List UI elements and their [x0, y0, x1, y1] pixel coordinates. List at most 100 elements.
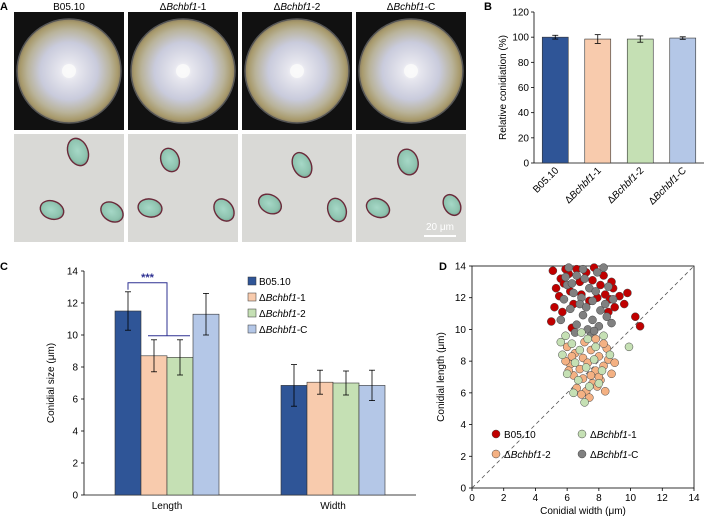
category-label: ΔBchbf1-2	[606, 165, 647, 206]
y-tick-label: 4	[460, 420, 466, 431]
y-tick-label: 100	[512, 33, 529, 44]
data-point	[588, 276, 597, 285]
y-tick-label: 80	[518, 58, 530, 69]
data-point	[591, 287, 600, 296]
data-point	[600, 387, 610, 396]
colony-center	[404, 64, 418, 78]
y-tick-label: 8	[460, 357, 466, 368]
conidium	[66, 137, 90, 167]
data-point	[569, 288, 578, 298]
y-tick-label: 10	[455, 325, 467, 336]
bar	[140, 355, 168, 496]
data-point	[599, 263, 608, 272]
data-point	[547, 317, 556, 326]
group-label: Length	[152, 501, 183, 512]
data-point	[558, 307, 567, 317]
data-point	[548, 266, 558, 276]
data-point	[608, 295, 618, 304]
x-tick-label: 0	[469, 493, 475, 504]
data-point	[585, 382, 594, 391]
legend-entry: ΔBchbf1-1	[590, 430, 637, 441]
strain-label: ΔBchbf1-2	[274, 2, 321, 13]
panel-label-c: C	[0, 261, 8, 273]
y-tick-label: 6	[72, 395, 78, 406]
data-point	[578, 264, 588, 274]
category-label: ΔBchbf1-1	[563, 165, 604, 206]
legend-marker	[577, 449, 587, 459]
data-point	[561, 331, 570, 341]
data-point	[577, 390, 586, 399]
data-point	[605, 350, 615, 360]
data-point	[567, 279, 577, 288]
data-point	[599, 339, 608, 348]
x-tick-label: 8	[596, 493, 602, 504]
data-point	[572, 271, 581, 280]
y-tick-label: 2	[460, 452, 466, 463]
conidium	[257, 193, 283, 215]
data-point	[573, 375, 583, 385]
data-point	[597, 366, 607, 375]
data-point	[581, 302, 591, 312]
x-tick-label: 12	[657, 493, 669, 504]
legend-entry: B05.10	[259, 277, 291, 288]
data-point	[607, 318, 616, 328]
x-tick-label: 14	[688, 493, 700, 504]
data-point	[578, 310, 588, 320]
y-tick-label: 10	[67, 331, 79, 342]
data-point	[604, 282, 613, 291]
category-label: ΔBchbf1-C	[647, 165, 689, 207]
panel-d-chart: 0 2 4 6 8 10 12 14 0 2 4 6 8 10 12 14 Conidial width (μm…	[436, 262, 700, 518]
legend-marker	[491, 429, 501, 439]
y-axis-label: Relative conidiation (%)	[498, 35, 509, 140]
data-point	[596, 306, 605, 315]
data-point	[624, 342, 634, 352]
legend-swatch	[247, 308, 257, 318]
x-axis-label: Conidial width (μm)	[540, 506, 626, 517]
data-point	[593, 268, 602, 277]
bar	[541, 36, 569, 164]
data-point	[551, 283, 561, 293]
bar	[166, 357, 194, 496]
y-tick-label: 0	[523, 159, 529, 170]
legend-entry: ΔBchbf1-2	[259, 309, 306, 320]
data-point	[588, 296, 597, 306]
bar	[669, 37, 697, 164]
conidium	[213, 198, 235, 222]
legend-entry: ΔBchbf1-C	[259, 325, 307, 336]
legend-entry: ΔBchbf1-C	[590, 450, 638, 461]
significance-bracket	[127, 282, 168, 336]
conidium	[442, 193, 462, 217]
panel-c-chart: 0 2 4 6 8 10 12 14 Conidial size (μm) Length Width…	[46, 267, 416, 512]
y-axis-label: Conidial size (μm)	[46, 343, 57, 423]
panel-label-a: A	[0, 1, 8, 13]
conidium	[291, 151, 313, 179]
data-point	[607, 369, 616, 379]
data-point	[577, 328, 586, 337]
micrograph	[242, 134, 352, 242]
conidium	[159, 147, 181, 173]
y-tick-label: 40	[518, 108, 530, 119]
strain-label: ΔBchbf1-1	[160, 2, 207, 13]
y-tick-label: 60	[518, 83, 530, 94]
bar	[114, 310, 142, 496]
data-point	[567, 339, 577, 348]
data-point	[635, 322, 645, 331]
data-point	[610, 358, 619, 367]
strain-label: ΔBchbf1-C	[387, 2, 435, 13]
y-tick-label: 2	[72, 459, 78, 470]
data-point	[575, 345, 585, 355]
panel-label-b: B	[484, 1, 492, 13]
data-point	[581, 363, 591, 372]
data-point	[588, 315, 597, 325]
bar	[332, 382, 360, 496]
x-tick-label: 2	[501, 493, 507, 504]
y-tick-label: 14	[455, 262, 467, 273]
data-point	[600, 299, 610, 309]
data-point	[602, 312, 612, 321]
data-point	[594, 379, 604, 388]
legend-marker	[491, 449, 501, 459]
data-point	[550, 302, 559, 312]
legend-entry: ΔBchbf1-2	[504, 450, 551, 461]
y-tick-label: 4	[72, 427, 78, 438]
